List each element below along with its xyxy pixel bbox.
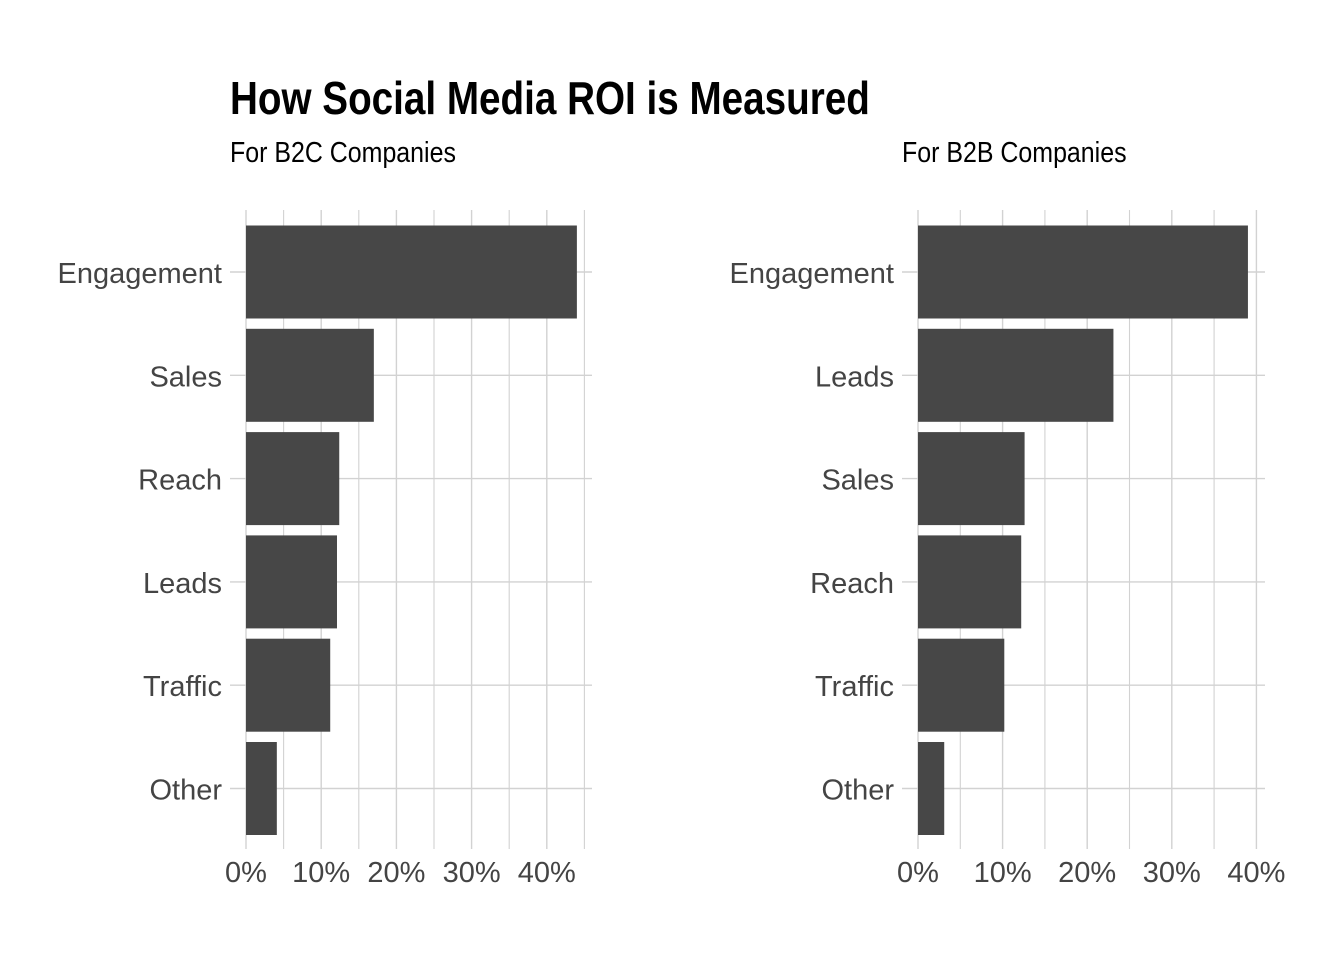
y-tick-label-b2b-traffic: Traffic: [815, 671, 894, 703]
x-tick-label-b2c-10: 10%: [292, 857, 350, 889]
y-tick-label-b2b-other: Other: [821, 775, 894, 807]
bar-b2b-other: [918, 742, 945, 835]
y-tick-label-b2c-leads: Leads: [143, 568, 222, 600]
x-tick-label-b2b-30: 30%: [1143, 857, 1201, 889]
x-tick-label-b2c-30: 30%: [443, 857, 501, 889]
bar-b2c-leads: [246, 535, 337, 629]
y-tick-label-b2c-engagement: Engagement: [58, 258, 222, 290]
bar-b2c-sales: [246, 328, 374, 422]
y-tick-label-b2b-leads: Leads: [815, 361, 894, 393]
x-tick-label-b2b-20: 20%: [1058, 857, 1116, 889]
panel-subtitle-b2b: For B2B Companies: [902, 137, 1127, 169]
bar-b2b-sales: [918, 432, 1025, 526]
bar-b2c-other: [246, 742, 277, 835]
y-tick-label-b2c-traffic: Traffic: [143, 671, 222, 703]
y-tick-label-b2c-other: Other: [149, 775, 222, 807]
y-tick-label-b2c-sales: Sales: [149, 361, 222, 393]
bar-b2b-leads: [918, 328, 1114, 422]
x-tick-label-b2c-40: 40%: [518, 857, 576, 889]
bar-b2c-engagement: [246, 225, 577, 319]
y-tick-label-b2c-reach: Reach: [138, 465, 222, 497]
y-tick-label-b2b-engagement: Engagement: [730, 258, 894, 290]
y-tick-label-b2b-reach: Reach: [810, 568, 894, 600]
x-tick-label-b2b-10: 10%: [974, 857, 1032, 889]
bar-b2b-engagement: [918, 225, 1248, 319]
panel-b2c: Engagement Sales Reach Leads Traffic Other 0% 1…: [58, 210, 592, 889]
bar-b2b-traffic: [918, 638, 1005, 732]
x-tick-label-b2b-40: 40%: [1227, 857, 1285, 889]
x-tick-label-b2b-0: 0%: [897, 857, 939, 889]
bar-b2b-reach: [918, 535, 1022, 629]
y-tick-label-b2b-sales: Sales: [821, 465, 894, 497]
bar-b2c-traffic: [246, 638, 331, 732]
chart-title: How Social Media ROI is Measured: [230, 72, 870, 124]
x-tick-label-b2c-0: 0%: [225, 857, 267, 889]
panel-subtitle-b2c: For B2C Companies: [230, 137, 456, 169]
x-tick-label-b2c-20: 20%: [367, 857, 425, 889]
panel-b2b: Engagement Leads Sales Reach Traffic Other 0% 1…: [730, 210, 1285, 889]
bar-b2c-reach: [246, 432, 340, 526]
